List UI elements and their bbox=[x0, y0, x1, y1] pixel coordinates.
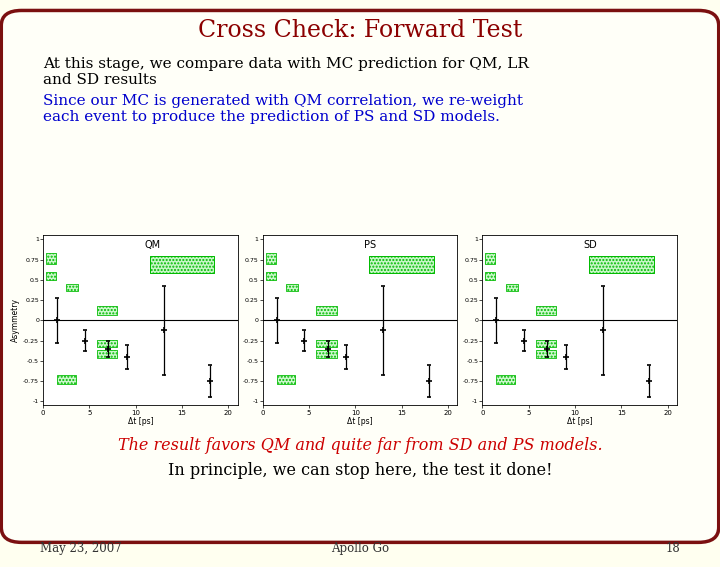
Text: Cross Check: Forward Test: Cross Check: Forward Test bbox=[198, 19, 522, 42]
Bar bbox=[57, 375, 76, 383]
Bar bbox=[589, 256, 654, 273]
Bar bbox=[97, 306, 117, 315]
Bar bbox=[589, 256, 654, 273]
X-axis label: Δt [ps]: Δt [ps] bbox=[127, 417, 153, 426]
Y-axis label: Asymmetry: Asymmetry bbox=[12, 298, 20, 342]
Bar bbox=[66, 284, 78, 291]
Bar bbox=[46, 272, 56, 280]
Bar bbox=[150, 256, 215, 273]
Bar bbox=[317, 306, 337, 315]
Bar bbox=[317, 340, 337, 347]
Bar bbox=[97, 306, 117, 315]
Bar bbox=[536, 306, 557, 315]
Bar bbox=[66, 284, 78, 291]
Bar bbox=[505, 284, 518, 291]
Bar bbox=[369, 256, 434, 273]
Text: In principle, we can stop here, the test it done!: In principle, we can stop here, the test… bbox=[168, 462, 552, 479]
Bar bbox=[46, 253, 56, 264]
Bar bbox=[266, 272, 276, 280]
Text: PS: PS bbox=[364, 240, 376, 251]
Bar bbox=[536, 306, 557, 315]
Bar bbox=[369, 256, 434, 273]
Bar bbox=[276, 375, 295, 383]
Bar bbox=[97, 340, 117, 347]
X-axis label: Δt [ps]: Δt [ps] bbox=[347, 417, 373, 426]
Bar bbox=[57, 375, 76, 383]
Text: 18: 18 bbox=[666, 541, 680, 555]
Bar bbox=[485, 272, 495, 280]
FancyBboxPatch shape bbox=[1, 10, 719, 543]
Text: Since our MC is generated with QM correlation, we re-weight
each event to produc: Since our MC is generated with QM correl… bbox=[43, 94, 523, 124]
Bar bbox=[536, 350, 557, 358]
Bar bbox=[266, 253, 276, 264]
Bar bbox=[97, 350, 117, 358]
Bar bbox=[496, 375, 515, 383]
Bar bbox=[97, 350, 117, 358]
Bar bbox=[536, 340, 557, 347]
Bar bbox=[97, 340, 117, 347]
Bar bbox=[485, 272, 495, 280]
Bar bbox=[46, 253, 56, 264]
Bar bbox=[317, 350, 337, 358]
Bar bbox=[536, 350, 557, 358]
Bar bbox=[536, 340, 557, 347]
Bar bbox=[485, 253, 495, 264]
X-axis label: Δt [ps]: Δt [ps] bbox=[567, 417, 593, 426]
Bar bbox=[317, 350, 337, 358]
Bar bbox=[496, 375, 515, 383]
Text: Apollo Go: Apollo Go bbox=[331, 541, 389, 555]
Text: The result favors QM and quite far from SD and PS models.: The result favors QM and quite far from … bbox=[117, 437, 603, 454]
Bar bbox=[150, 256, 215, 273]
Bar bbox=[286, 284, 298, 291]
Bar bbox=[317, 306, 337, 315]
Bar bbox=[286, 284, 298, 291]
Text: May 23, 2007: May 23, 2007 bbox=[40, 541, 122, 555]
Text: At this stage, we compare data with MC prediction for QM, LR
and SD results: At this stage, we compare data with MC p… bbox=[43, 57, 529, 87]
Bar bbox=[276, 375, 295, 383]
Bar bbox=[485, 253, 495, 264]
Text: SD: SD bbox=[583, 240, 597, 251]
Bar bbox=[266, 253, 276, 264]
Bar bbox=[505, 284, 518, 291]
Bar bbox=[266, 272, 276, 280]
Bar bbox=[46, 272, 56, 280]
Text: QM: QM bbox=[144, 240, 161, 251]
Bar bbox=[317, 340, 337, 347]
